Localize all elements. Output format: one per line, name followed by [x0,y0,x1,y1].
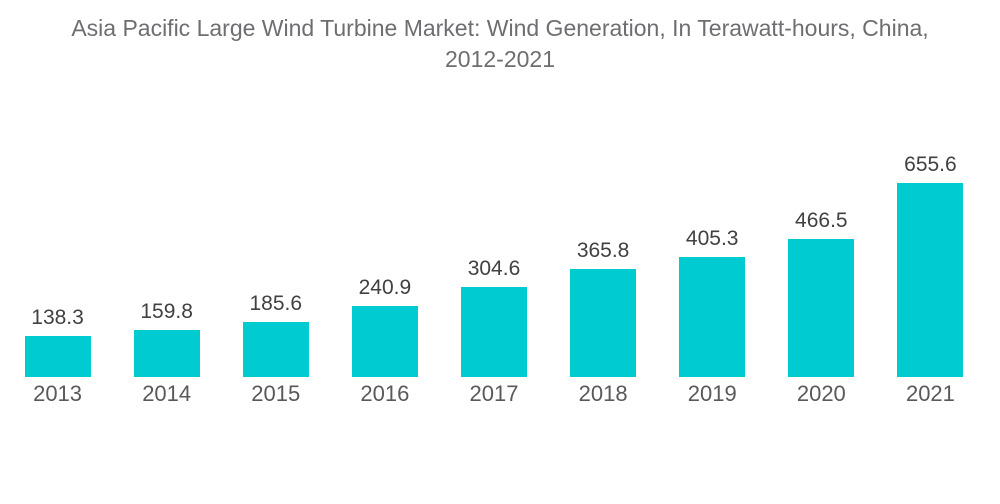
bar-column: 466.5 2020 [767,130,876,405]
x-axis-category-label: 2014 [142,381,192,406]
bar [788,239,855,377]
bar-column: 240.9 2016 [330,130,439,405]
bar-stack: 405.3 [679,130,746,377]
bar-value-label: 405.3 [685,227,739,251]
plot-area: 138.3 2013 159.8 2014 185.6 2015 240.9 2016 304.… [3,130,985,405]
bar-value-label: 159.8 [140,299,193,323]
bar-column: 304.6 2017 [439,130,548,405]
bar-value-label: 365.8 [576,238,630,262]
chart-title: Asia Pacific Large Wind Turbine Market: … [71,15,929,72]
bar-value-label: 138.3 [31,306,84,330]
x-axis-category-label: 2015 [251,381,301,406]
bar [133,329,200,377]
bar-stack: 240.9 [351,130,418,377]
bar-column: 138.3 2013 [3,130,112,405]
bar-stack: 159.8 [133,130,200,377]
bar-stack: 365.8 [570,130,637,377]
bar-value-label: 655.6 [904,153,957,176]
x-axis-category-label: 2018 [578,381,628,406]
bar-column: 405.3 2019 [658,130,767,405]
bar-value-label: 240.9 [358,275,412,299]
bar-column: 655.6 2021 [876,130,985,405]
bar-column: 365.8 2018 [549,130,658,405]
bar [24,336,91,377]
x-axis-category-label: 2017 [469,381,519,406]
bar [460,286,527,377]
bar-stack: 185.6 [242,130,309,377]
bar [570,268,637,377]
bar-value-label: 466.5 [795,209,848,232]
x-axis-category-label: 2016 [360,381,410,406]
x-axis-category-label: 2020 [796,381,846,406]
bar-column: 159.8 2014 [112,130,221,405]
bar [351,305,418,377]
bar-value-label: 185.6 [249,292,303,316]
bar-stack: 655.6 [897,130,964,377]
bar [242,322,309,377]
x-axis-category-label: 2019 [687,381,737,406]
x-axis-category-label: 2013 [33,381,83,406]
bar [679,257,746,377]
bar-stack: 466.5 [788,130,855,377]
bar-stack: 304.6 [460,130,527,377]
bar-stack: 138.3 [24,130,91,377]
x-axis-category-label: 2021 [905,381,955,406]
bar-value-label: 304.6 [467,256,521,280]
bar-column: 185.6 2015 [221,130,330,405]
bar [897,183,964,377]
